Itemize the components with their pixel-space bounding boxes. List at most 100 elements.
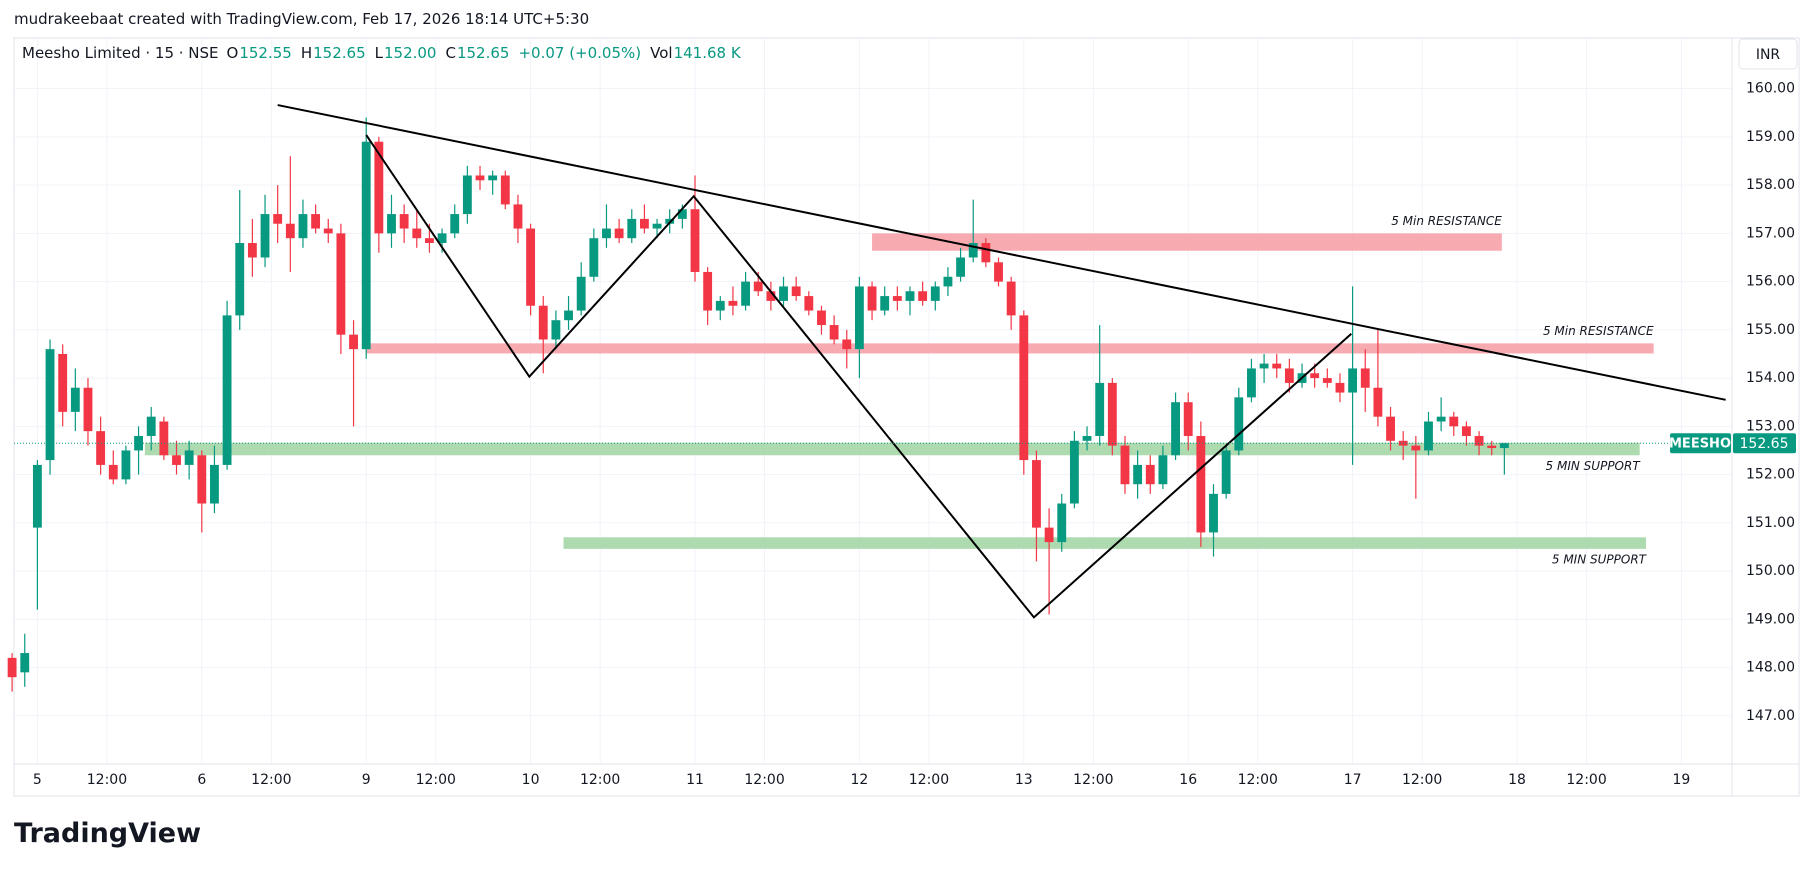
candle-body — [576, 276, 586, 311]
y-tick-label: 153.00 — [1746, 418, 1795, 434]
y-tick-label: 160.00 — [1746, 81, 1795, 97]
candle-body — [968, 243, 978, 258]
candle-body — [1044, 527, 1054, 543]
candle-body — [336, 233, 346, 335]
candle-body — [108, 464, 118, 480]
candle-body — [1310, 373, 1320, 379]
candle-body — [1272, 363, 1282, 369]
candle-body — [387, 214, 396, 234]
candle-body — [551, 320, 561, 340]
y-tick-label: 148.00 — [1746, 660, 1795, 676]
candle-body — [247, 243, 257, 258]
x-tick-label: 11 — [686, 772, 704, 788]
x-tick-label: 9 — [362, 772, 371, 788]
x-tick-label: 12:00 — [580, 772, 620, 788]
candle-body — [437, 233, 447, 244]
candle-body — [1158, 455, 1168, 485]
field-key: L — [374, 44, 383, 62]
candle-body — [930, 286, 940, 301]
symbol-label: MEESHO — [1669, 437, 1731, 452]
candle-body — [817, 310, 826, 326]
candle-body — [450, 214, 460, 234]
candle-body — [1234, 397, 1244, 451]
x-tick-label: 12:00 — [1402, 772, 1442, 788]
candle-body — [526, 228, 536, 306]
trend-line — [365, 134, 1353, 619]
x-tick-label: 6 — [197, 772, 206, 788]
candle-body — [222, 315, 232, 465]
candle-body — [564, 310, 573, 321]
y-tick-label: 156.00 — [1746, 274, 1795, 290]
candle-body — [349, 334, 358, 350]
candle-body — [842, 339, 852, 350]
candle-body — [1322, 378, 1332, 383]
x-tick-label: 12:00 — [416, 772, 456, 788]
trend-line — [277, 104, 1726, 401]
candle-body — [172, 455, 181, 465]
zone — [144, 442, 1640, 456]
candle-body — [715, 300, 725, 311]
y-tick-label: 159.00 — [1746, 129, 1795, 145]
candle-body — [20, 653, 30, 673]
x-tick-label: 19 — [1673, 772, 1691, 788]
candle-body — [500, 175, 510, 205]
zone-label: 5 Min RESISTANCE — [1391, 214, 1502, 228]
candle-body — [1487, 445, 1497, 449]
candle-body — [1348, 368, 1358, 393]
x-tick-label: 5 — [33, 772, 42, 788]
candle-body — [1499, 443, 1509, 449]
candle-body — [58, 353, 68, 412]
x-tick-label: 12 — [850, 772, 868, 788]
symbol-name: Meesho Limited · 15 · NSE — [22, 44, 219, 62]
pane-border — [13, 37, 1800, 797]
candle-body — [804, 296, 814, 311]
x-tick-label: 16 — [1179, 772, 1197, 788]
candle-body — [1386, 416, 1395, 441]
candle-body — [918, 291, 928, 301]
field-value: 152.55 — [239, 44, 292, 62]
candle-body — [981, 243, 991, 263]
currency-box[interactable] — [1738, 38, 1798, 70]
candle-body — [1019, 315, 1029, 461]
candle-body — [677, 209, 687, 219]
y-tick-label: 150.00 — [1746, 563, 1795, 579]
x-tick-label: 12:00 — [744, 772, 784, 788]
candle-body — [1436, 416, 1446, 422]
y-tick-label: 147.00 — [1746, 708, 1795, 724]
candle-body — [83, 387, 93, 432]
candle-body — [690, 209, 700, 272]
candle-body — [1449, 416, 1459, 427]
candle-body — [1006, 281, 1016, 316]
x-tick-label: 18 — [1508, 772, 1526, 788]
zone-label: 5 MIN SUPPORT — [1546, 459, 1642, 473]
candle-body — [1196, 435, 1206, 533]
x-tick-label: 12:00 — [1566, 772, 1606, 788]
y-tick-label: 158.00 — [1746, 177, 1795, 193]
candle-body — [146, 416, 156, 436]
field-key: O — [226, 44, 239, 62]
candle-body — [1462, 426, 1471, 436]
candle-body — [1411, 445, 1421, 451]
candle-body — [880, 296, 890, 311]
candle-body — [1145, 464, 1155, 485]
candle-body — [538, 305, 548, 340]
candle-body — [425, 238, 434, 244]
candle-body — [728, 300, 738, 306]
candle-body — [1360, 368, 1370, 388]
x-tick-label: 12:00 — [251, 772, 291, 788]
candle-body — [1133, 464, 1143, 485]
candle-body — [184, 450, 194, 465]
candle-body — [1247, 368, 1256, 398]
zone — [365, 343, 1654, 354]
currency[interactable]: INR — [1756, 47, 1781, 63]
x-tick-label: 12:00 — [1073, 772, 1113, 788]
candle-body — [892, 296, 902, 301]
candle-body — [639, 218, 649, 229]
candle-body — [1107, 382, 1117, 446]
candle-body — [475, 175, 485, 181]
price-box — [1733, 433, 1796, 454]
candle-body — [1335, 382, 1345, 393]
candle-body — [1474, 435, 1484, 446]
